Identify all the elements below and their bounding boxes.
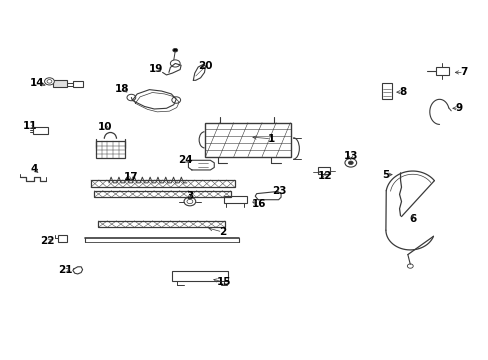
- Text: 11: 11: [22, 121, 37, 131]
- Text: 13: 13: [343, 150, 357, 161]
- Bar: [96, 140, 125, 158]
- Circle shape: [183, 197, 195, 206]
- Bar: [205, 123, 290, 157]
- Text: 22: 22: [40, 236, 54, 246]
- Bar: [94, 191, 230, 197]
- Circle shape: [407, 264, 412, 268]
- Circle shape: [347, 161, 352, 165]
- Text: 10: 10: [98, 122, 113, 132]
- Text: 7: 7: [459, 67, 467, 77]
- Circle shape: [171, 97, 180, 103]
- Bar: [91, 180, 234, 187]
- Circle shape: [44, 78, 54, 85]
- Circle shape: [127, 94, 136, 101]
- Bar: [73, 81, 82, 87]
- Circle shape: [170, 60, 180, 67]
- Bar: [224, 196, 247, 203]
- Circle shape: [47, 80, 52, 83]
- Text: 12: 12: [317, 171, 331, 181]
- Bar: [435, 67, 448, 75]
- Bar: [53, 80, 67, 87]
- Circle shape: [172, 48, 177, 52]
- Circle shape: [186, 199, 192, 204]
- Bar: [58, 234, 67, 242]
- Text: 1: 1: [267, 134, 274, 144]
- Bar: [381, 83, 391, 99]
- Text: 4: 4: [30, 164, 38, 174]
- Bar: [317, 167, 329, 174]
- Text: 8: 8: [399, 87, 406, 97]
- Text: 6: 6: [408, 215, 415, 224]
- Text: 21: 21: [58, 265, 73, 275]
- Text: 19: 19: [148, 64, 163, 74]
- Circle shape: [344, 158, 356, 167]
- Text: 16: 16: [251, 199, 266, 210]
- Bar: [172, 271, 228, 281]
- Text: 24: 24: [177, 155, 192, 165]
- Text: 14: 14: [30, 78, 44, 88]
- Text: 23: 23: [272, 186, 286, 196]
- Text: 2: 2: [219, 227, 226, 237]
- Text: 17: 17: [124, 172, 139, 182]
- Text: 20: 20: [198, 61, 212, 71]
- Text: 3: 3: [186, 191, 193, 201]
- Text: 15: 15: [216, 277, 231, 287]
- Text: 18: 18: [114, 84, 129, 94]
- Bar: [98, 221, 224, 227]
- Text: 5: 5: [382, 170, 389, 180]
- Text: 9: 9: [454, 103, 462, 113]
- Bar: [33, 127, 48, 134]
